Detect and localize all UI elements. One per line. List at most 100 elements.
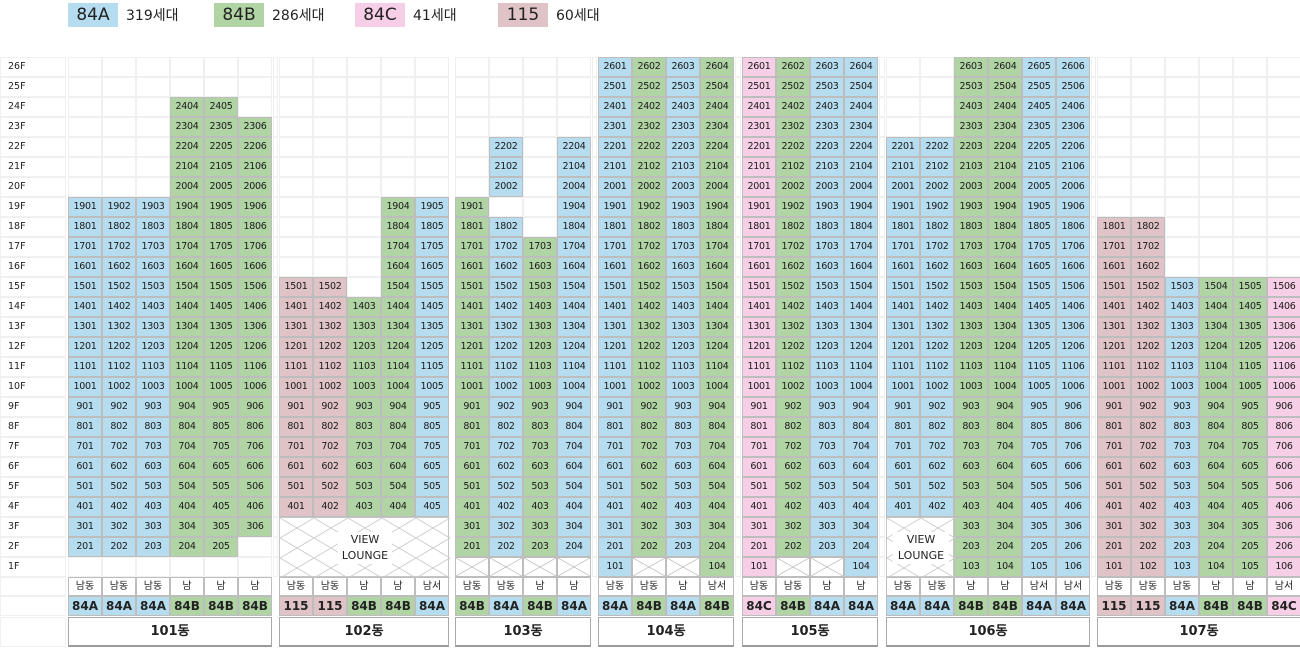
unit-cell[interactable]: 1202 xyxy=(1131,337,1165,357)
unit-cell[interactable]: 1601 xyxy=(68,257,102,277)
unit-cell[interactable]: 2205 xyxy=(1022,137,1056,157)
unit-cell[interactable]: 502 xyxy=(776,477,810,497)
unit-cell[interactable]: 1501 xyxy=(598,277,632,297)
unit-cell[interactable]: 1302 xyxy=(313,317,347,337)
unit-cell[interactable]: 604 xyxy=(844,457,878,477)
unit-cell[interactable]: 1401 xyxy=(455,297,489,317)
unit-cell[interactable]: 406 xyxy=(1267,497,1300,517)
unit-cell[interactable]: 503 xyxy=(954,477,988,497)
unit-cell[interactable]: 1406 xyxy=(1056,297,1090,317)
unit-cell[interactable]: 1002 xyxy=(313,377,347,397)
unit-cell[interactable]: 1501 xyxy=(886,277,920,297)
unit-cell[interactable]: 1603 xyxy=(136,257,170,277)
unit-cell[interactable]: 1304 xyxy=(700,317,734,337)
unit-cell[interactable]: 904 xyxy=(557,397,591,417)
unit-cell[interactable]: 1801 xyxy=(455,217,489,237)
unit-cell[interactable]: 1802 xyxy=(1131,217,1165,237)
unit-cell[interactable]: 104 xyxy=(700,557,734,577)
unit-cell[interactable]: 2102 xyxy=(776,157,810,177)
unit-cell[interactable]: 801 xyxy=(598,417,632,437)
unit-cell[interactable]: 602 xyxy=(632,457,666,477)
unit-cell[interactable]: 1304 xyxy=(1199,317,1233,337)
unit-cell[interactable]: 502 xyxy=(632,477,666,497)
unit-cell[interactable]: 605 xyxy=(1233,457,1267,477)
unit-cell[interactable]: 1202 xyxy=(920,337,954,357)
unit-cell[interactable]: 705 xyxy=(204,437,238,457)
unit-cell[interactable]: 806 xyxy=(238,417,272,437)
unit-cell[interactable]: 2202 xyxy=(489,137,523,157)
unit-cell[interactable]: 2106 xyxy=(1056,157,1090,177)
unit-cell[interactable]: 1601 xyxy=(455,257,489,277)
unit-cell[interactable]: 2605 xyxy=(1022,57,1056,77)
unit-cell[interactable]: 405 xyxy=(1022,497,1056,517)
unit-cell[interactable]: 604 xyxy=(170,457,204,477)
unit-cell[interactable]: 1301 xyxy=(1097,317,1131,337)
unit-cell[interactable]: 1504 xyxy=(1199,277,1233,297)
unit-cell[interactable]: 1401 xyxy=(886,297,920,317)
unit-cell[interactable]: 1302 xyxy=(632,317,666,337)
unit-cell[interactable]: 1504 xyxy=(988,277,1022,297)
unit-cell[interactable]: 2002 xyxy=(776,177,810,197)
unit-cell[interactable]: 1903 xyxy=(136,197,170,217)
unit-cell[interactable]: 1503 xyxy=(523,277,557,297)
unit-cell[interactable]: 1401 xyxy=(598,297,632,317)
unit-cell[interactable]: 1805 xyxy=(204,217,238,237)
unit-cell[interactable]: 1404 xyxy=(844,297,878,317)
unit-cell[interactable]: 2305 xyxy=(204,117,238,137)
unit-cell[interactable]: 903 xyxy=(666,397,700,417)
unit-cell[interactable]: 1403 xyxy=(1165,297,1199,317)
unit-cell[interactable]: 701 xyxy=(279,437,313,457)
unit-cell[interactable]: 2203 xyxy=(666,137,700,157)
unit-cell[interactable]: 901 xyxy=(68,397,102,417)
unit-cell[interactable]: 1405 xyxy=(1022,297,1056,317)
unit-cell[interactable]: 401 xyxy=(598,497,632,517)
unit-cell[interactable]: 1804 xyxy=(170,217,204,237)
unit-cell[interactable]: 803 xyxy=(666,417,700,437)
unit-cell[interactable]: 103 xyxy=(1165,557,1199,577)
unit-cell[interactable]: 405 xyxy=(1233,497,1267,517)
unit-cell[interactable]: 1602 xyxy=(489,257,523,277)
unit-cell[interactable]: 1104 xyxy=(700,357,734,377)
unit-cell[interactable]: 1804 xyxy=(988,217,1022,237)
unit-cell[interactable]: 701 xyxy=(598,437,632,457)
unit-cell[interactable]: 703 xyxy=(136,437,170,457)
unit-cell[interactable]: 2502 xyxy=(632,77,666,97)
unit-cell[interactable]: 1401 xyxy=(742,297,776,317)
unit-cell[interactable]: 902 xyxy=(102,397,136,417)
unit-cell[interactable]: 202 xyxy=(489,537,523,557)
unit-cell[interactable]: 1802 xyxy=(489,217,523,237)
unit-cell[interactable]: 2103 xyxy=(954,157,988,177)
unit-cell[interactable]: 404 xyxy=(381,497,415,517)
unit-cell[interactable]: 1504 xyxy=(844,277,878,297)
unit-cell[interactable]: 1902 xyxy=(920,197,954,217)
unit-cell[interactable]: 1502 xyxy=(632,277,666,297)
building-name[interactable]: 101동 xyxy=(68,617,272,647)
unit-cell[interactable]: 603 xyxy=(1165,457,1199,477)
unit-cell[interactable]: 1102 xyxy=(632,357,666,377)
unit-cell[interactable]: 1904 xyxy=(381,197,415,217)
unit-cell[interactable]: 1105 xyxy=(415,357,449,377)
unit-cell[interactable]: 303 xyxy=(523,517,557,537)
unit-cell[interactable]: 2606 xyxy=(1056,57,1090,77)
unit-cell[interactable]: 1001 xyxy=(886,377,920,397)
unit-cell[interactable]: 1004 xyxy=(1199,377,1233,397)
unit-cell[interactable]: 2003 xyxy=(810,177,844,197)
unit-cell[interactable]: 1004 xyxy=(381,377,415,397)
unit-cell[interactable]: 1202 xyxy=(489,337,523,357)
unit-cell[interactable]: 1704 xyxy=(700,237,734,257)
unit-cell[interactable]: 1904 xyxy=(988,197,1022,217)
unit-cell[interactable]: 1803 xyxy=(136,217,170,237)
unit-cell[interactable]: 305 xyxy=(1233,517,1267,537)
unit-cell[interactable]: 701 xyxy=(886,437,920,457)
unit-cell[interactable]: 1204 xyxy=(700,337,734,357)
unit-cell[interactable]: 1606 xyxy=(1056,257,1090,277)
unit-cell[interactable]: 603 xyxy=(523,457,557,477)
building-name[interactable]: 106동 xyxy=(886,617,1090,647)
unit-cell[interactable]: 905 xyxy=(415,397,449,417)
unit-cell[interactable]: 202 xyxy=(102,537,136,557)
unit-cell[interactable]: 1204 xyxy=(1199,337,1233,357)
unit-cell[interactable]: 1401 xyxy=(1097,297,1131,317)
unit-cell[interactable]: 603 xyxy=(954,457,988,477)
unit-cell[interactable]: 2201 xyxy=(742,137,776,157)
unit-cell[interactable]: 1103 xyxy=(136,357,170,377)
